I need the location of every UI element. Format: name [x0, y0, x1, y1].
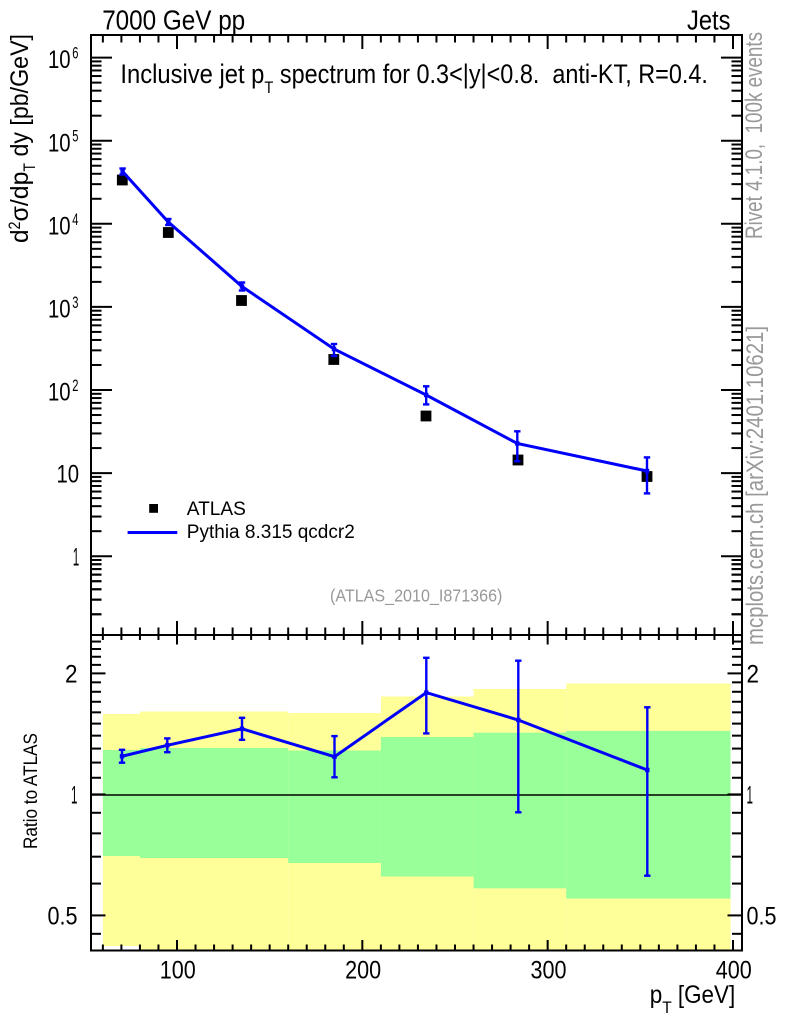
svg-text:10: 10: [48, 379, 71, 407]
svg-text:200: 200: [345, 957, 381, 985]
svg-text:1: 1: [747, 781, 754, 809]
svg-text:7000 GeV pp: 7000 GeV pp: [102, 4, 245, 35]
svg-text:ATLAS: ATLAS: [187, 499, 246, 520]
svg-text:0.5: 0.5: [747, 902, 777, 930]
svg-text:10: 10: [48, 129, 71, 157]
svg-text:0.5: 0.5: [48, 902, 78, 930]
svg-text:Inclusive jet pT spectrum for: Inclusive jet pT spectrum for 0.3<|y|<0.…: [120, 59, 708, 97]
svg-text:Rivet 4.1.0, 100k events: Rivet 4.1.0, 100k events: [741, 32, 768, 239]
svg-text:3: 3: [72, 294, 78, 312]
svg-text:Ratio to ATLAS: Ratio to ATLAS: [21, 733, 42, 849]
svg-text:2: 2: [747, 660, 760, 688]
svg-text:(ATLAS_2010_I871366): (ATLAS_2010_I871366): [330, 586, 502, 607]
svg-text:10: 10: [48, 296, 71, 324]
svg-text:1: 1: [73, 544, 80, 572]
svg-text:10: 10: [57, 460, 80, 488]
svg-text:Pythia 8.315 qcdcr2: Pythia 8.315 qcdcr2: [187, 522, 355, 543]
svg-text:100: 100: [160, 957, 196, 985]
svg-text:300: 300: [531, 957, 567, 985]
svg-text:6: 6: [72, 45, 78, 63]
svg-text:10: 10: [48, 46, 71, 74]
svg-text:5: 5: [72, 128, 78, 146]
svg-text:2: 2: [65, 660, 78, 688]
svg-text:4: 4: [72, 211, 78, 229]
svg-text:pT [GeV]: pT [GeV]: [650, 981, 736, 1017]
svg-text:400: 400: [716, 957, 752, 985]
svg-text:1: 1: [71, 781, 78, 809]
svg-text:d2σ/dpT dy [pb/GeV]: d2σ/dpT dy [pb/GeV]: [6, 34, 39, 243]
svg-text:10: 10: [48, 212, 71, 240]
svg-text:2: 2: [72, 377, 78, 395]
svg-text:mcplots.cern.ch [arXiv:2401.10: mcplots.cern.ch [arXiv:2401.10621]: [742, 326, 769, 645]
svg-text:Jets: Jets: [687, 5, 731, 36]
